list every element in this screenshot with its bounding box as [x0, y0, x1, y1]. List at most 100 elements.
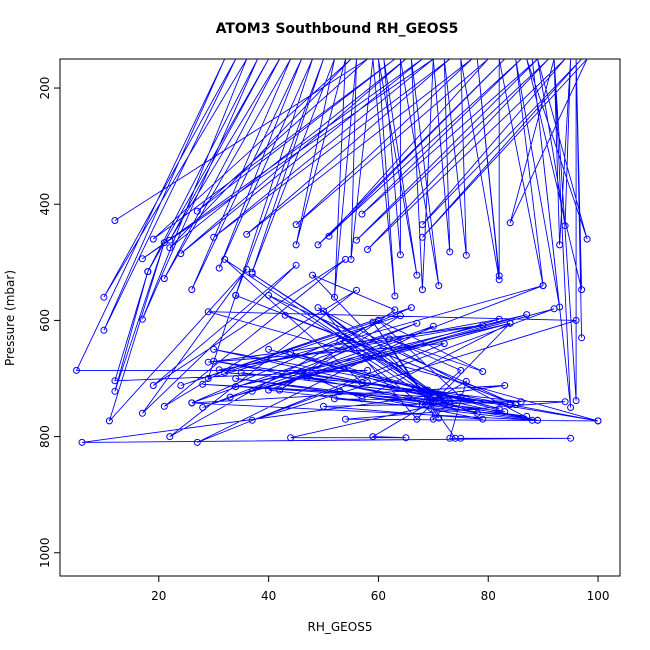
data-point: [556, 241, 564, 249]
data-point: [539, 282, 547, 290]
x-tick-label: 100: [587, 589, 610, 603]
x-tick-label: 40: [261, 589, 276, 603]
data-point: [353, 236, 360, 244]
data-point: [193, 207, 201, 215]
chart-title: ATOM3 Southbound RH_GEOS5: [216, 21, 459, 37]
data-point: [73, 366, 80, 374]
data-point: [517, 398, 525, 406]
data-point: [221, 255, 229, 263]
data-point: [331, 395, 338, 403]
data-point: [429, 398, 437, 406]
data-point: [149, 382, 157, 389]
data-point: [479, 415, 487, 423]
data-point: [495, 405, 503, 413]
data-point: [309, 271, 316, 279]
data-point: [243, 265, 251, 273]
data-point: [594, 417, 602, 425]
data-point: [232, 291, 240, 299]
data-point: [248, 416, 256, 424]
data-point: [138, 409, 146, 417]
data-point: [462, 377, 470, 385]
plot-frame: [59, 58, 621, 577]
data-point: [276, 386, 284, 394]
data-point: [413, 271, 421, 279]
y-axis: 200 400 600 800 1000: [38, 77, 60, 568]
data-point: [418, 401, 426, 409]
data-point: [446, 398, 454, 406]
data-point: [495, 276, 503, 284]
x-tick-label: 60: [371, 589, 386, 603]
data-point: [292, 221, 300, 229]
data-point: [232, 375, 240, 382]
data-point: [440, 392, 448, 400]
data-point: [561, 398, 569, 406]
data-point: [572, 316, 580, 324]
data-point: [292, 241, 300, 249]
data-point: [473, 409, 481, 417]
data-point: [204, 308, 212, 316]
data-point: [248, 270, 256, 278]
data-point: [495, 272, 503, 280]
data-point: [287, 434, 295, 442]
data-point: [479, 368, 487, 375]
data-point: [440, 395, 448, 403]
data-point: [429, 322, 437, 330]
data-point: [391, 292, 399, 300]
data-point: [199, 404, 207, 411]
data-point: [446, 401, 454, 409]
data-point: [210, 357, 218, 365]
data-point: [314, 304, 322, 312]
y-tick-label: 1000: [38, 537, 52, 568]
data-point: [336, 337, 344, 345]
data-point: [358, 379, 366, 387]
data-point: [567, 404, 575, 411]
series-line: [75, 59, 599, 443]
data-point: [396, 251, 404, 259]
data-point: [248, 387, 256, 395]
data-point: [100, 293, 108, 301]
data-point: [523, 311, 531, 319]
data-point: [160, 402, 168, 410]
data-point: [550, 305, 558, 313]
data-point: [160, 275, 168, 283]
data-point: [111, 387, 119, 395]
series-point-group: [73, 207, 602, 446]
data-point: [418, 286, 426, 294]
data-point: [243, 230, 251, 238]
data-point: [281, 311, 289, 319]
data-point: [435, 414, 443, 422]
data-point: [413, 319, 421, 327]
data-point: [320, 402, 327, 410]
data-point: [418, 221, 426, 229]
data-point: [149, 235, 157, 243]
y-tick-label: 600: [38, 309, 52, 332]
data-point: [462, 395, 470, 403]
data-point: [407, 304, 415, 312]
data-point: [265, 386, 273, 394]
data-point: [364, 246, 371, 253]
data-point: [166, 244, 174, 252]
data-point: [160, 239, 168, 247]
data-point: [501, 382, 509, 389]
data-point: [177, 250, 185, 258]
data-point: [210, 233, 218, 241]
data-point: [166, 433, 174, 441]
data-point: [457, 366, 465, 374]
data-point: [523, 412, 531, 420]
data-point: [188, 399, 196, 407]
data-point: [292, 261, 300, 269]
data-point: [111, 377, 119, 385]
data-point: [506, 319, 514, 327]
data-point: [320, 307, 327, 315]
data-point: [435, 282, 443, 290]
data-point: [331, 293, 338, 301]
data-point: [199, 380, 207, 388]
data-point: [342, 255, 349, 263]
x-axis-label: RH_GEOS5: [308, 620, 373, 634]
data-point: [215, 366, 223, 374]
data-point: [221, 369, 229, 377]
data-point: [353, 286, 360, 294]
data-point: [561, 222, 569, 230]
data-point: [111, 217, 119, 224]
